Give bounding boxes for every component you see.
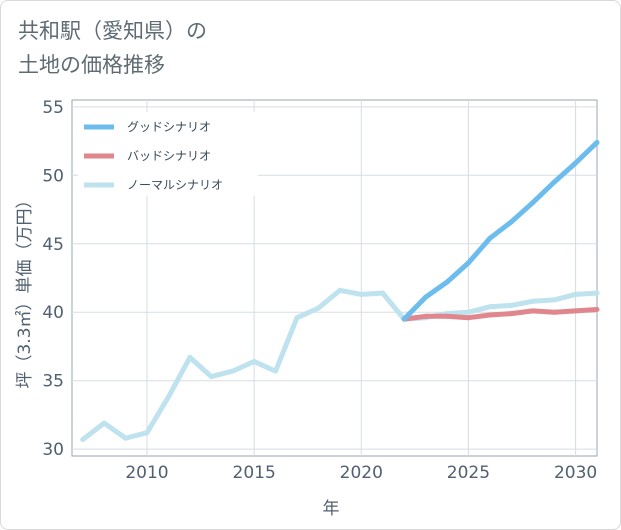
data-point xyxy=(165,394,171,400)
x-tick-label: 2030 xyxy=(554,463,597,483)
data-point xyxy=(444,279,450,285)
data-point xyxy=(444,313,450,319)
data-point xyxy=(80,437,86,443)
data-point xyxy=(337,287,343,293)
data-point xyxy=(594,290,600,296)
axis-ticks: 30 35 40 45 50 55 2010 2015 2020 2025 2030 xyxy=(42,98,597,483)
chart-title-line-2: 土地の価格推移 xyxy=(18,53,165,77)
y-tick-label: 45 xyxy=(42,235,64,255)
y-tick-label: 35 xyxy=(42,372,64,392)
data-point xyxy=(123,435,129,441)
data-point xyxy=(465,260,471,266)
legend-label-1: バッドシナリオ xyxy=(127,149,211,163)
y-tick-label: 55 xyxy=(42,98,64,118)
data-point xyxy=(487,312,493,318)
data-point xyxy=(530,298,536,304)
data-point xyxy=(573,160,579,166)
data-point xyxy=(594,139,600,145)
y-axis-title: 坪（3.3㎡）単価（万円） xyxy=(15,191,35,388)
data-point xyxy=(273,368,279,374)
chart-title-line-1: 共和駅（愛知県）の xyxy=(18,19,207,43)
data-point xyxy=(551,179,557,185)
data-point xyxy=(465,315,471,321)
data-point xyxy=(423,294,429,300)
data-point xyxy=(508,302,514,308)
legend-label-2: ノーマルシナリオ xyxy=(127,178,223,192)
data-point xyxy=(530,308,536,314)
data-point xyxy=(551,297,557,303)
data-point xyxy=(508,219,514,225)
data-point xyxy=(573,291,579,297)
data-point xyxy=(294,315,300,321)
data-point xyxy=(101,420,107,426)
data-point xyxy=(208,374,214,380)
series-lines xyxy=(80,139,600,443)
chart-title: 共和駅（愛知県）の 土地の価格推移 xyxy=(18,14,207,82)
data-point xyxy=(487,304,493,310)
data-point xyxy=(401,316,407,322)
data-point xyxy=(315,305,321,311)
legend-label-0: グッドシナリオ xyxy=(127,120,211,134)
data-point xyxy=(230,368,236,374)
data-point xyxy=(487,235,493,241)
data-point xyxy=(358,291,364,297)
series-line-1 xyxy=(403,307,598,322)
data-point xyxy=(144,430,150,436)
x-axis-title: 年 xyxy=(323,499,340,519)
data-point xyxy=(508,311,514,317)
y-tick-label: 30 xyxy=(42,440,64,460)
x-tick-label: 2015 xyxy=(233,463,276,483)
y-tick-label: 40 xyxy=(42,303,64,323)
x-tick-label: 2010 xyxy=(125,463,168,483)
data-point xyxy=(551,309,557,315)
data-point xyxy=(594,306,600,312)
data-point xyxy=(251,359,257,365)
x-tick-label: 2020 xyxy=(340,463,383,483)
data-point xyxy=(423,313,429,319)
data-point xyxy=(187,354,193,360)
y-tick-label: 50 xyxy=(42,166,64,186)
data-point xyxy=(530,200,536,206)
data-point xyxy=(380,290,386,296)
data-point xyxy=(573,308,579,314)
x-tick-label: 2025 xyxy=(447,463,490,483)
series-line-0 xyxy=(402,140,599,321)
data-point xyxy=(465,309,471,315)
